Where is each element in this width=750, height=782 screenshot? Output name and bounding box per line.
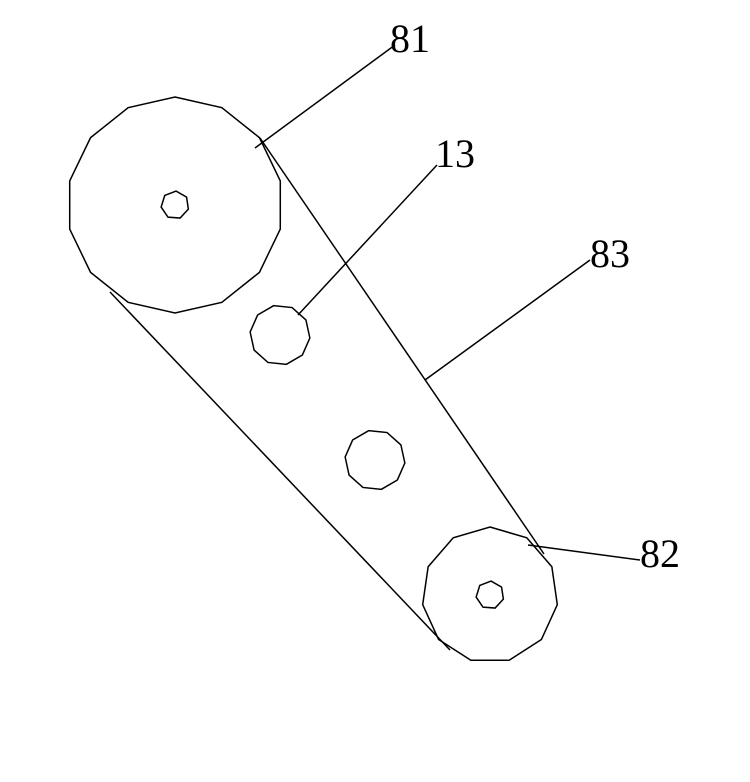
roller-b — [345, 431, 405, 490]
leader-13 — [298, 165, 437, 315]
belt-upper — [260, 138, 544, 554]
roller-a — [250, 306, 310, 365]
label-83: 83 — [590, 230, 630, 277]
leader-81 — [255, 45, 395, 148]
label-82: 82 — [640, 530, 680, 577]
large-wheel-hub — [161, 191, 188, 218]
small-wheel-hub — [476, 581, 503, 608]
belt-lower — [110, 292, 450, 650]
label-81: 81 — [390, 15, 430, 62]
diagram-canvas — [0, 0, 750, 782]
small-wheel — [423, 527, 558, 660]
large-wheel — [70, 97, 281, 313]
label-13: 13 — [435, 130, 475, 177]
leader-83 — [425, 260, 590, 380]
